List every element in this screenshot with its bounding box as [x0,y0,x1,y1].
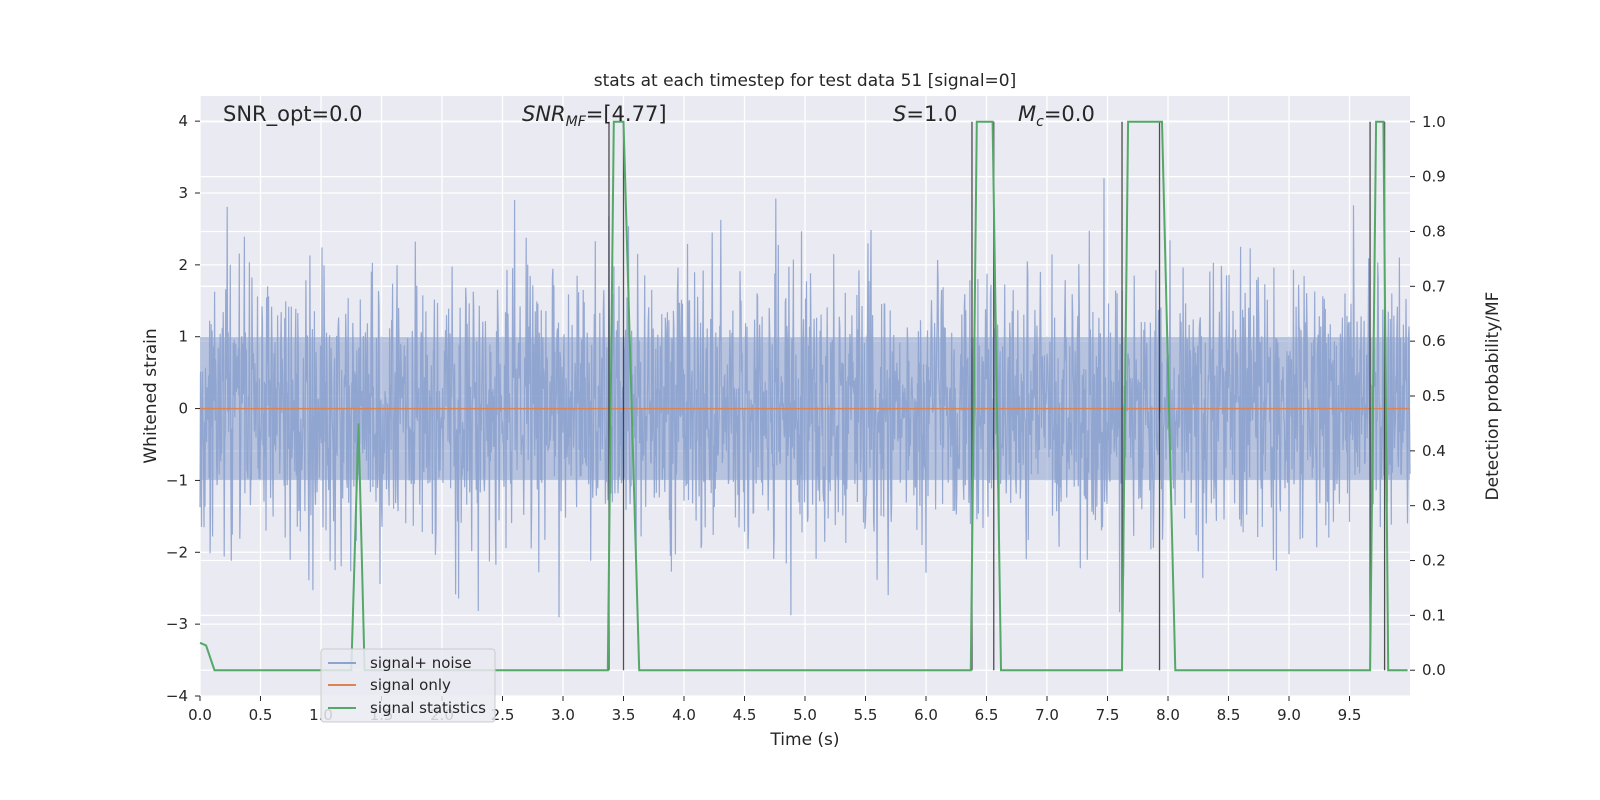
snr-mf-value: =[4.77] [586,102,667,126]
y-axis-label: Whitened strain [141,328,161,463]
right-tick-label: 0.6 [1422,332,1446,350]
y-tick-label: −1 [166,471,188,489]
y-tick-label: 1 [178,328,188,346]
right-tick-label: 0.3 [1422,497,1446,515]
x-tick-label: 5.5 [854,706,878,724]
x-tick-label: 2.5 [491,706,515,724]
right-tick-label: 1.0 [1422,113,1446,131]
x-tick-label: 4.5 [733,706,757,724]
y-tick-label: −2 [166,543,188,561]
mc-annotation: Mc=0.0 [1018,102,1095,130]
mc-value: =0.0 [1044,102,1095,126]
x-axis-label: Time (s) [769,730,839,750]
statistics-series [199,120,1408,672]
legend-label-noise: signal+ noise [370,654,472,672]
y-tick-label: 2 [178,256,188,274]
x-tick-label: 7.0 [1035,706,1059,724]
x-tick-label: 0.0 [188,706,212,724]
legend: signal+ noise signal only signal statist… [320,648,496,723]
y-tick-label: −4 [166,687,188,705]
right-axis-ticks: 1.0 0.9 0.8 0.7 0.6 0.5 0.4 0.3 0.2 0.1 0.0 [1410,113,1446,679]
legend-box [320,648,496,723]
right-tick-label: 0.1 [1422,606,1446,624]
x-tick-label: 9.5 [1338,706,1362,724]
right-tick-label: 0.0 [1422,661,1446,679]
x-tick-label: 0.5 [249,706,273,724]
legend-label-statistics: signal statistics [370,699,486,717]
mc-base: M [1018,102,1036,126]
mc-subscript: c [1036,114,1044,130]
snr-mf-base: SNR [522,102,566,126]
right-tick-label: 0.8 [1422,222,1446,240]
right-tick-label: 0.7 [1422,277,1446,295]
snr-mf-annotation: SNRMF=[4.77] [522,102,667,130]
x-tick-label: 6.5 [975,706,999,724]
x-tick-label: 3.5 [612,706,636,724]
snr-mf-subscript: MF [566,114,587,130]
right-tick-label: 0.2 [1422,552,1446,570]
right-tick-label: 0.5 [1422,387,1446,405]
y-tick-label: −3 [166,615,188,633]
x-tick-label: 7.5 [1096,706,1120,724]
y-tick-label: 0 [178,400,188,418]
right-tick-label: 0.4 [1422,442,1446,460]
event-markers [608,121,1386,671]
y-tick-label: 3 [178,184,188,202]
x-tick-label: 8.0 [1156,706,1180,724]
snr-opt-annotation: SNR_opt=0.0 [223,102,363,127]
y-tick-label: 4 [178,112,188,130]
x-tick-label: 5.0 [793,706,817,724]
x-tick-label: 3.0 [551,706,575,724]
x-tick-label: 8.5 [1217,706,1241,724]
chart-title: stats at each timestep for test data 51 … [594,71,1017,91]
y-axis-ticks: 4 3 2 1 0 −1 −2 −3 −4 [166,112,200,705]
x-tick-label: 9.0 [1277,706,1301,724]
s-annotation: S=1.0 [893,102,957,126]
s-label: S [893,102,906,126]
s-value: =1.0 [906,102,957,126]
x-tick-label: 4.0 [672,706,696,724]
right-axis-label: Detection probability/MF [1483,292,1503,501]
x-tick-label: 6.0 [914,706,938,724]
legend-label-signal: signal only [370,676,451,694]
right-tick-label: 0.9 [1422,168,1446,186]
statistics-line [199,120,1408,672]
